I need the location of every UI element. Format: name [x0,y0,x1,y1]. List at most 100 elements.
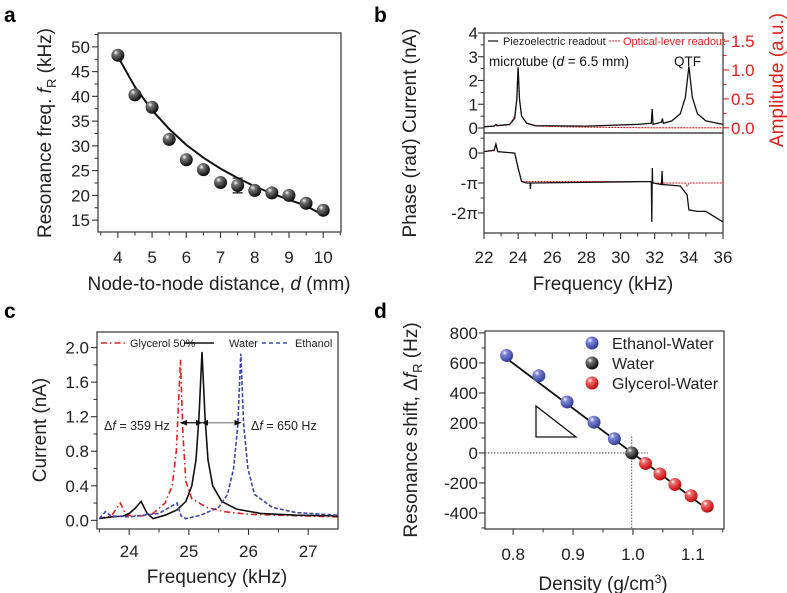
panel-b-piezo-current-line [483,66,724,128]
panel-d-y-tick-label: 0 [469,444,478,463]
panel-d-data-point-glycerol-water [684,489,698,503]
panel-b-piezo-phase-line [483,141,724,223]
panel-c-series-glycerol-50- [99,359,339,520]
panel-c-plot-frame [96,331,339,530]
panel-b-x-tick-label: 22 [475,248,494,267]
panel-b-current-y-tick-label: 3 [469,48,478,67]
panel-d-x-axis-label: Density (g/cm3) [538,572,667,593]
annotation-qtf: QTF [674,54,701,69]
panel-c-series-ethanol [98,353,339,520]
panel-a-y-tick-label: 20 [71,186,90,205]
panel-a-y-tick-label: 30 [71,137,90,156]
panel-d-y-tick-label: 400 [450,384,478,403]
legend-label-optical-lever: Optical-lever readout [623,36,725,48]
legend-label-water-d: Water [612,356,655,373]
annotation-delta-f-ethanol: Δf = 650 Hz [251,419,317,433]
panel-b-x-tick-label: 26 [543,248,562,267]
panel-b-amplitude-y-tick-label: 1.5 [731,32,755,51]
panel-d-data-point-glycerol-water [668,477,682,491]
panel-c-y-tick-label: 0.8 [65,442,89,461]
panel-a-data-point [162,132,176,146]
panel-d-y-axis-label: Resonance shift, ΔfR (Hz) [401,322,425,537]
panel-d-x-tick-label: 1.1 [681,545,705,564]
panel-d: 0.8 0.9 1.0 1.1 -400 -200 0 200 400 600 800 [444,324,725,564]
legend-marker-ethanol-water [585,336,599,350]
panel-letter-a: a [4,4,16,27]
panel-c-y-tick-label: 1.6 [65,373,89,392]
panel-c-y-tick-label: 2.0 [65,339,89,358]
panel-a-data-point [179,153,193,167]
panel-a-x-tick-label: 7 [216,248,225,267]
slope-triangle [535,404,578,438]
panel-a-data-point [196,163,210,177]
panel-b-x-tick-label: 28 [577,248,596,267]
panel-c-arrow-origin [195,419,208,426]
panel-d-data-point-ethanol-water [607,432,621,446]
panel-b-current-y-tick-label: 0 [469,119,478,138]
panel-b-phase-y-tick-label: -2π [451,204,478,223]
panel-b-optical-amplitude-line [483,67,723,129]
panel-b-x-tick-label: 36 [714,248,733,267]
panel-d-plot-frame [484,330,725,530]
panel-c-x-tick-label: 24 [120,542,139,561]
panel-a-data-point [248,183,262,197]
panel-a-x-tick-label: 10 [314,248,333,267]
panel-d-data-point-ethanol-water [560,395,574,409]
panel-b-left-y-axis-label: Phase (rad) Current (nA) [400,28,421,237]
panel-a-data-point [265,186,279,200]
panel-a-y-tick-label: 40 [71,87,90,106]
panel-c-x-tick-label: 26 [239,542,258,561]
panel-a-data-point [282,188,296,202]
panel-b-amplitude-y-tick-label: 1.0 [731,61,755,80]
panel-b-bottom-frame [483,132,724,234]
panel-d-y-tick-label: -200 [444,474,478,493]
legend-label-water: Water [229,338,258,350]
panel-a-plot-frame [97,32,342,233]
panel-c-series-water [99,351,339,520]
panel-d-data-point-ethanol-water [532,369,546,383]
panel-b-amplitude-y-tick-label: 0.0 [731,119,755,138]
panel-b-current-y-tick-label: 4 [469,24,478,43]
panel-d-y-tick-label: 600 [450,354,478,373]
panel-b-current-y-tick-label: 1 [469,95,478,114]
legend-label-piezoelectric: Piezoelectric readout [503,36,606,48]
panel-a-y-tick-label: 35 [71,112,90,131]
panel-c-y-tick-label: 0.0 [65,511,89,530]
panel-d-y-tick-label: 800 [450,324,478,343]
legend-label-ethanol-water: Ethanol-Water [612,336,714,353]
panel-d-y-tick-label: -400 [444,504,478,523]
panel-a-data-point [316,203,330,217]
panel-a-y-axis-label: Resonance freq. fR (kHz) [35,28,59,238]
panel-a-x-tick-label: 8 [250,248,259,267]
panel-a-x-tick-label: 5 [147,248,156,267]
panel-a-y-tick-label: 25 [71,162,90,181]
panel-a-data-point [128,88,142,102]
panel-a-x-tick-label: 9 [284,248,293,267]
panel-c: 24 25 26 27 0.0 0.4 0.8 1.2 1.6 2.0 [65,331,339,561]
panel-b-phase-y-tick-label: -π [461,174,478,193]
panel-a-y-tick-label: 45 [71,63,90,82]
panel-b-optical-phase-line [483,143,723,188]
panel-b-x-tick-label: 34 [679,248,698,267]
panel-d-y-tick-label: 200 [450,414,478,433]
panel-d-data-point-glycerol-water [700,499,714,513]
panel-c-x-axis-label: Frequency (kHz) [147,567,287,588]
panel-b-x-axis-label: Frequency (kHz) [533,274,673,295]
panel-c-x-tick-label: 27 [299,542,318,561]
panel-d-data-point-ethanol-water [587,415,601,429]
annotation-microtube: microtube (d = 6.5 mm) [489,54,629,69]
panel-a-data-point [111,48,125,62]
legend-label-glycerol-water: Glycerol-Water [612,376,719,393]
panel-d-data-point-glycerol-water [653,467,667,481]
panel-d-x-tick-label: 1.0 [621,545,645,564]
panel-b-x-tick-label: 32 [645,248,664,267]
panel-a-data-point [145,100,159,114]
panel-b-amplitude-y-tick-label: 0.5 [731,90,755,109]
panel-letter-c: c [4,300,16,323]
panel-c-x-tick-label: 25 [179,542,198,561]
legend-label-ethanol: Ethanol [295,338,332,350]
panel-a-data-point [299,196,313,210]
